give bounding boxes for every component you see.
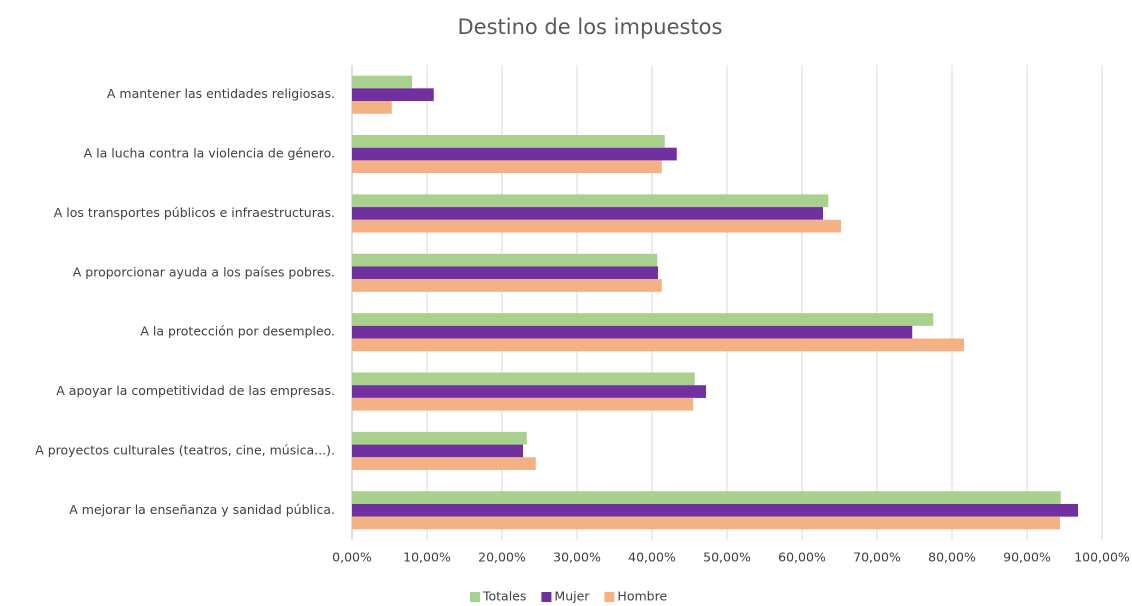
x-tick-label: 70,00% bbox=[853, 550, 901, 565]
bar bbox=[352, 491, 1061, 504]
y-tick-label: A mejorar la enseñanza y sanidad pública… bbox=[69, 502, 335, 517]
bar bbox=[352, 160, 662, 174]
legend-label: Totales bbox=[482, 589, 526, 604]
bar bbox=[352, 372, 695, 386]
y-tick-label: A proporcionar ayuda a los países pobres… bbox=[73, 264, 335, 279]
legend-label: Hombre bbox=[617, 589, 667, 604]
bar bbox=[352, 516, 1060, 530]
bar bbox=[352, 431, 527, 445]
x-tick-label: 30,00% bbox=[553, 550, 601, 565]
x-tick-label: 10,00% bbox=[403, 550, 451, 565]
x-tick-label: 0,00% bbox=[332, 550, 372, 565]
bar bbox=[352, 147, 677, 161]
x-tick-label: 90,00% bbox=[1003, 550, 1051, 565]
x-tick-label: 80,00% bbox=[928, 550, 976, 565]
y-tick-label: A mantener las entidades religiosas. bbox=[107, 86, 335, 101]
x-tick-label: 100,00% bbox=[1074, 550, 1130, 565]
x-tick-label: 20,00% bbox=[478, 550, 526, 565]
bar bbox=[352, 503, 1078, 517]
legend-label: Mujer bbox=[554, 589, 590, 604]
bar bbox=[352, 325, 913, 339]
bar bbox=[352, 219, 841, 233]
bar bbox=[352, 207, 823, 220]
bar bbox=[352, 385, 706, 398]
bar bbox=[352, 338, 964, 352]
y-tick-label: A la protección por desempleo. bbox=[140, 324, 335, 339]
x-tick-label: 50,00% bbox=[703, 550, 751, 565]
legend-swatch bbox=[470, 592, 480, 602]
bar bbox=[352, 279, 662, 292]
x-tick-label: 60,00% bbox=[778, 550, 826, 565]
x-tick-label: 40,00% bbox=[628, 550, 676, 565]
bar bbox=[352, 457, 536, 470]
bar bbox=[352, 135, 665, 148]
y-tick-label: A la lucha contra la violencia de género… bbox=[84, 146, 335, 161]
y-tick-label: A proyectos culturales (teatros, cine, m… bbox=[35, 442, 335, 457]
bar bbox=[352, 253, 658, 267]
bar bbox=[352, 88, 434, 102]
bar bbox=[352, 101, 392, 114]
legend-swatch bbox=[604, 592, 615, 602]
y-tick-label: A apoyar la competitividad de las empres… bbox=[56, 383, 335, 398]
chart-title: Destino de los impuestos bbox=[458, 15, 723, 39]
bar bbox=[352, 397, 694, 411]
bar bbox=[352, 266, 658, 280]
bar bbox=[352, 313, 934, 326]
y-tick-label: A los transportes públicos e infraestruc… bbox=[54, 205, 335, 220]
bar bbox=[352, 194, 829, 208]
bar bbox=[352, 444, 523, 458]
legend-swatch bbox=[541, 592, 552, 602]
bar bbox=[352, 75, 412, 89]
